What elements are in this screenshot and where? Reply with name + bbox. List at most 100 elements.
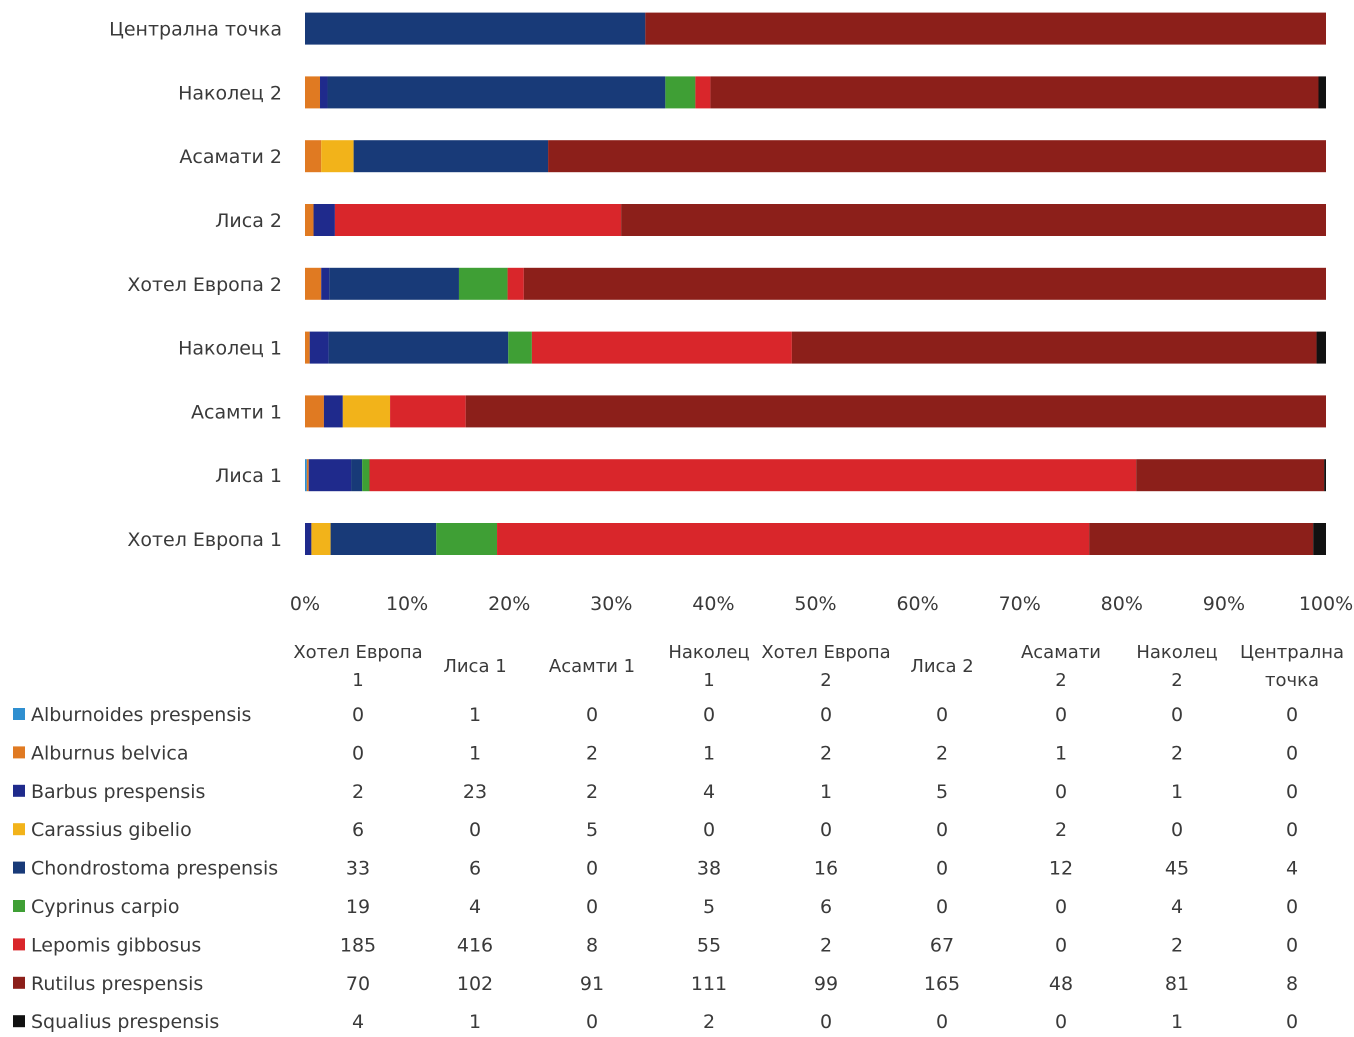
table-cell-value: 0 (936, 858, 948, 880)
bar-segment (342, 395, 391, 428)
bar-segment (305, 267, 322, 300)
table-cell-value: 5 (586, 819, 598, 841)
table-cell-value: 1 (469, 704, 481, 726)
category-label: Лиса 1 (215, 465, 282, 487)
table-cell-value: 0 (1286, 742, 1298, 764)
bar-segment (791, 331, 1317, 364)
table-cell-value: 0 (1286, 1011, 1298, 1033)
table-cell-value: 0 (1055, 704, 1067, 726)
bar-segment (305, 204, 314, 236)
table-cell-value: 1 (1055, 742, 1067, 764)
category-label: Наколец 2 (178, 82, 282, 104)
table-cell-value: 0 (703, 704, 715, 726)
table-cell-value: 0 (1171, 704, 1183, 726)
x-tick-label: 40% (692, 593, 734, 615)
bar-segment (436, 523, 498, 555)
bar-segment (497, 523, 1090, 555)
table-cell-value: 165 (924, 973, 960, 995)
legend-swatch (13, 784, 25, 797)
table-cell-value: 0 (1286, 704, 1298, 726)
bar-segment (390, 395, 466, 428)
legend-series-name: Cyprinus carpio (31, 896, 180, 918)
legend-series-name: Rutilus prespensis (31, 973, 203, 995)
table-cell-value: 1 (469, 742, 481, 764)
table-cell-value: 1 (469, 1011, 481, 1033)
table-column-header: Централна точка (1240, 642, 1344, 691)
table-cell-value: 0 (1055, 781, 1067, 803)
table-cell-value: 48 (1049, 973, 1073, 995)
table-cell-value: 91 (580, 973, 604, 995)
legend-series-name: Chondrostoma prespensis (31, 858, 278, 880)
table-cell-value: 1 (820, 781, 832, 803)
table-cell-value: 0 (352, 704, 364, 726)
legend-swatch (13, 708, 25, 720)
bar-segment (645, 12, 1326, 45)
table-cell-value: 70 (346, 973, 370, 995)
legend-swatch (13, 976, 25, 989)
category-label: Хотел Европа 1 (127, 529, 282, 551)
table-cell-value: 16 (814, 858, 838, 880)
table-cell-value: 67 (930, 934, 954, 956)
table-cell-value: 2 (820, 742, 832, 764)
bar-segment (305, 331, 310, 364)
table-cell-value: 0 (1286, 781, 1298, 803)
x-tick-label: 20% (488, 593, 530, 615)
legend-series-name: Lepomis gibbosus (31, 934, 201, 956)
table-cell-value: 0 (352, 742, 364, 764)
x-tick-label: 70% (999, 593, 1041, 615)
table-cell-value: 0 (1055, 896, 1067, 918)
table-cell-value: 102 (457, 973, 493, 995)
table-cell-value: 81 (1165, 973, 1189, 995)
table-cell-value: 8 (1286, 973, 1298, 995)
category-label: Централна точка (109, 19, 282, 41)
bar-segment (548, 140, 1326, 173)
table-cell-value: 2 (1171, 934, 1183, 956)
table-cell-value: 0 (703, 819, 715, 841)
legend-series-name: Alburnoides prespensis (31, 704, 251, 726)
bar-segment (531, 331, 792, 364)
table-cell-value: 185 (340, 934, 376, 956)
bar-segment (329, 267, 459, 300)
table-cell-value: 2 (936, 742, 948, 764)
table-cell-value: 1 (703, 742, 715, 764)
bar-segment (323, 395, 343, 428)
category-label: Наколец 1 (178, 338, 282, 360)
legend-swatch (13, 746, 25, 759)
table-cell-value: 0 (1171, 819, 1183, 841)
category-label: Асамти 1 (191, 401, 282, 423)
table-cell-value: 6 (469, 858, 481, 880)
bar-segment (665, 76, 696, 109)
legend-swatch (13, 1015, 25, 1028)
bar-segment (621, 204, 1326, 236)
data-table: Хотел Европа 1 Лиса 1 Асамти 1 Наколец 1Хотел… (13, 642, 1344, 1033)
bar-segment (321, 267, 330, 300)
bar-segment (351, 459, 363, 492)
bars-layer (305, 12, 1327, 555)
table-cell-value: 12 (1049, 858, 1073, 880)
category-label: Хотел Европа 2 (127, 274, 282, 296)
table-cell-value: 8 (586, 934, 598, 956)
legend-swatch (13, 900, 25, 912)
legend-swatch (13, 823, 25, 836)
table-column-header: Хотел Европа 2 (761, 642, 890, 691)
bar-segment (710, 76, 1319, 109)
table-cell-value: 0 (820, 1011, 832, 1033)
table-cell-value: 0 (1055, 1011, 1067, 1033)
table-cell-value: 0 (586, 896, 598, 918)
bar-segment (1089, 523, 1314, 555)
table-cell-value: 99 (814, 973, 838, 995)
category-labels: Хотел Европа 1 Лиса 1 Асамти 1 Наколец 1 Хот… (109, 19, 282, 551)
table-cell-value: 0 (1286, 819, 1298, 841)
table-column-header: Наколец 2 (1136, 642, 1217, 691)
bar-segment (309, 331, 329, 364)
table-cell-value: 0 (1286, 896, 1298, 918)
table-cell-value: 6 (820, 896, 832, 918)
table-column-header: Наколец 1 (668, 642, 749, 691)
legend-series-name: Barbus prespensis (31, 781, 205, 803)
table-cell-value: 1 (1171, 781, 1183, 803)
x-tick-label: 0% (290, 593, 320, 615)
x-tick-label: 10% (386, 593, 428, 615)
table-cell-value: 19 (346, 896, 370, 918)
table-cell-value: 0 (936, 896, 948, 918)
